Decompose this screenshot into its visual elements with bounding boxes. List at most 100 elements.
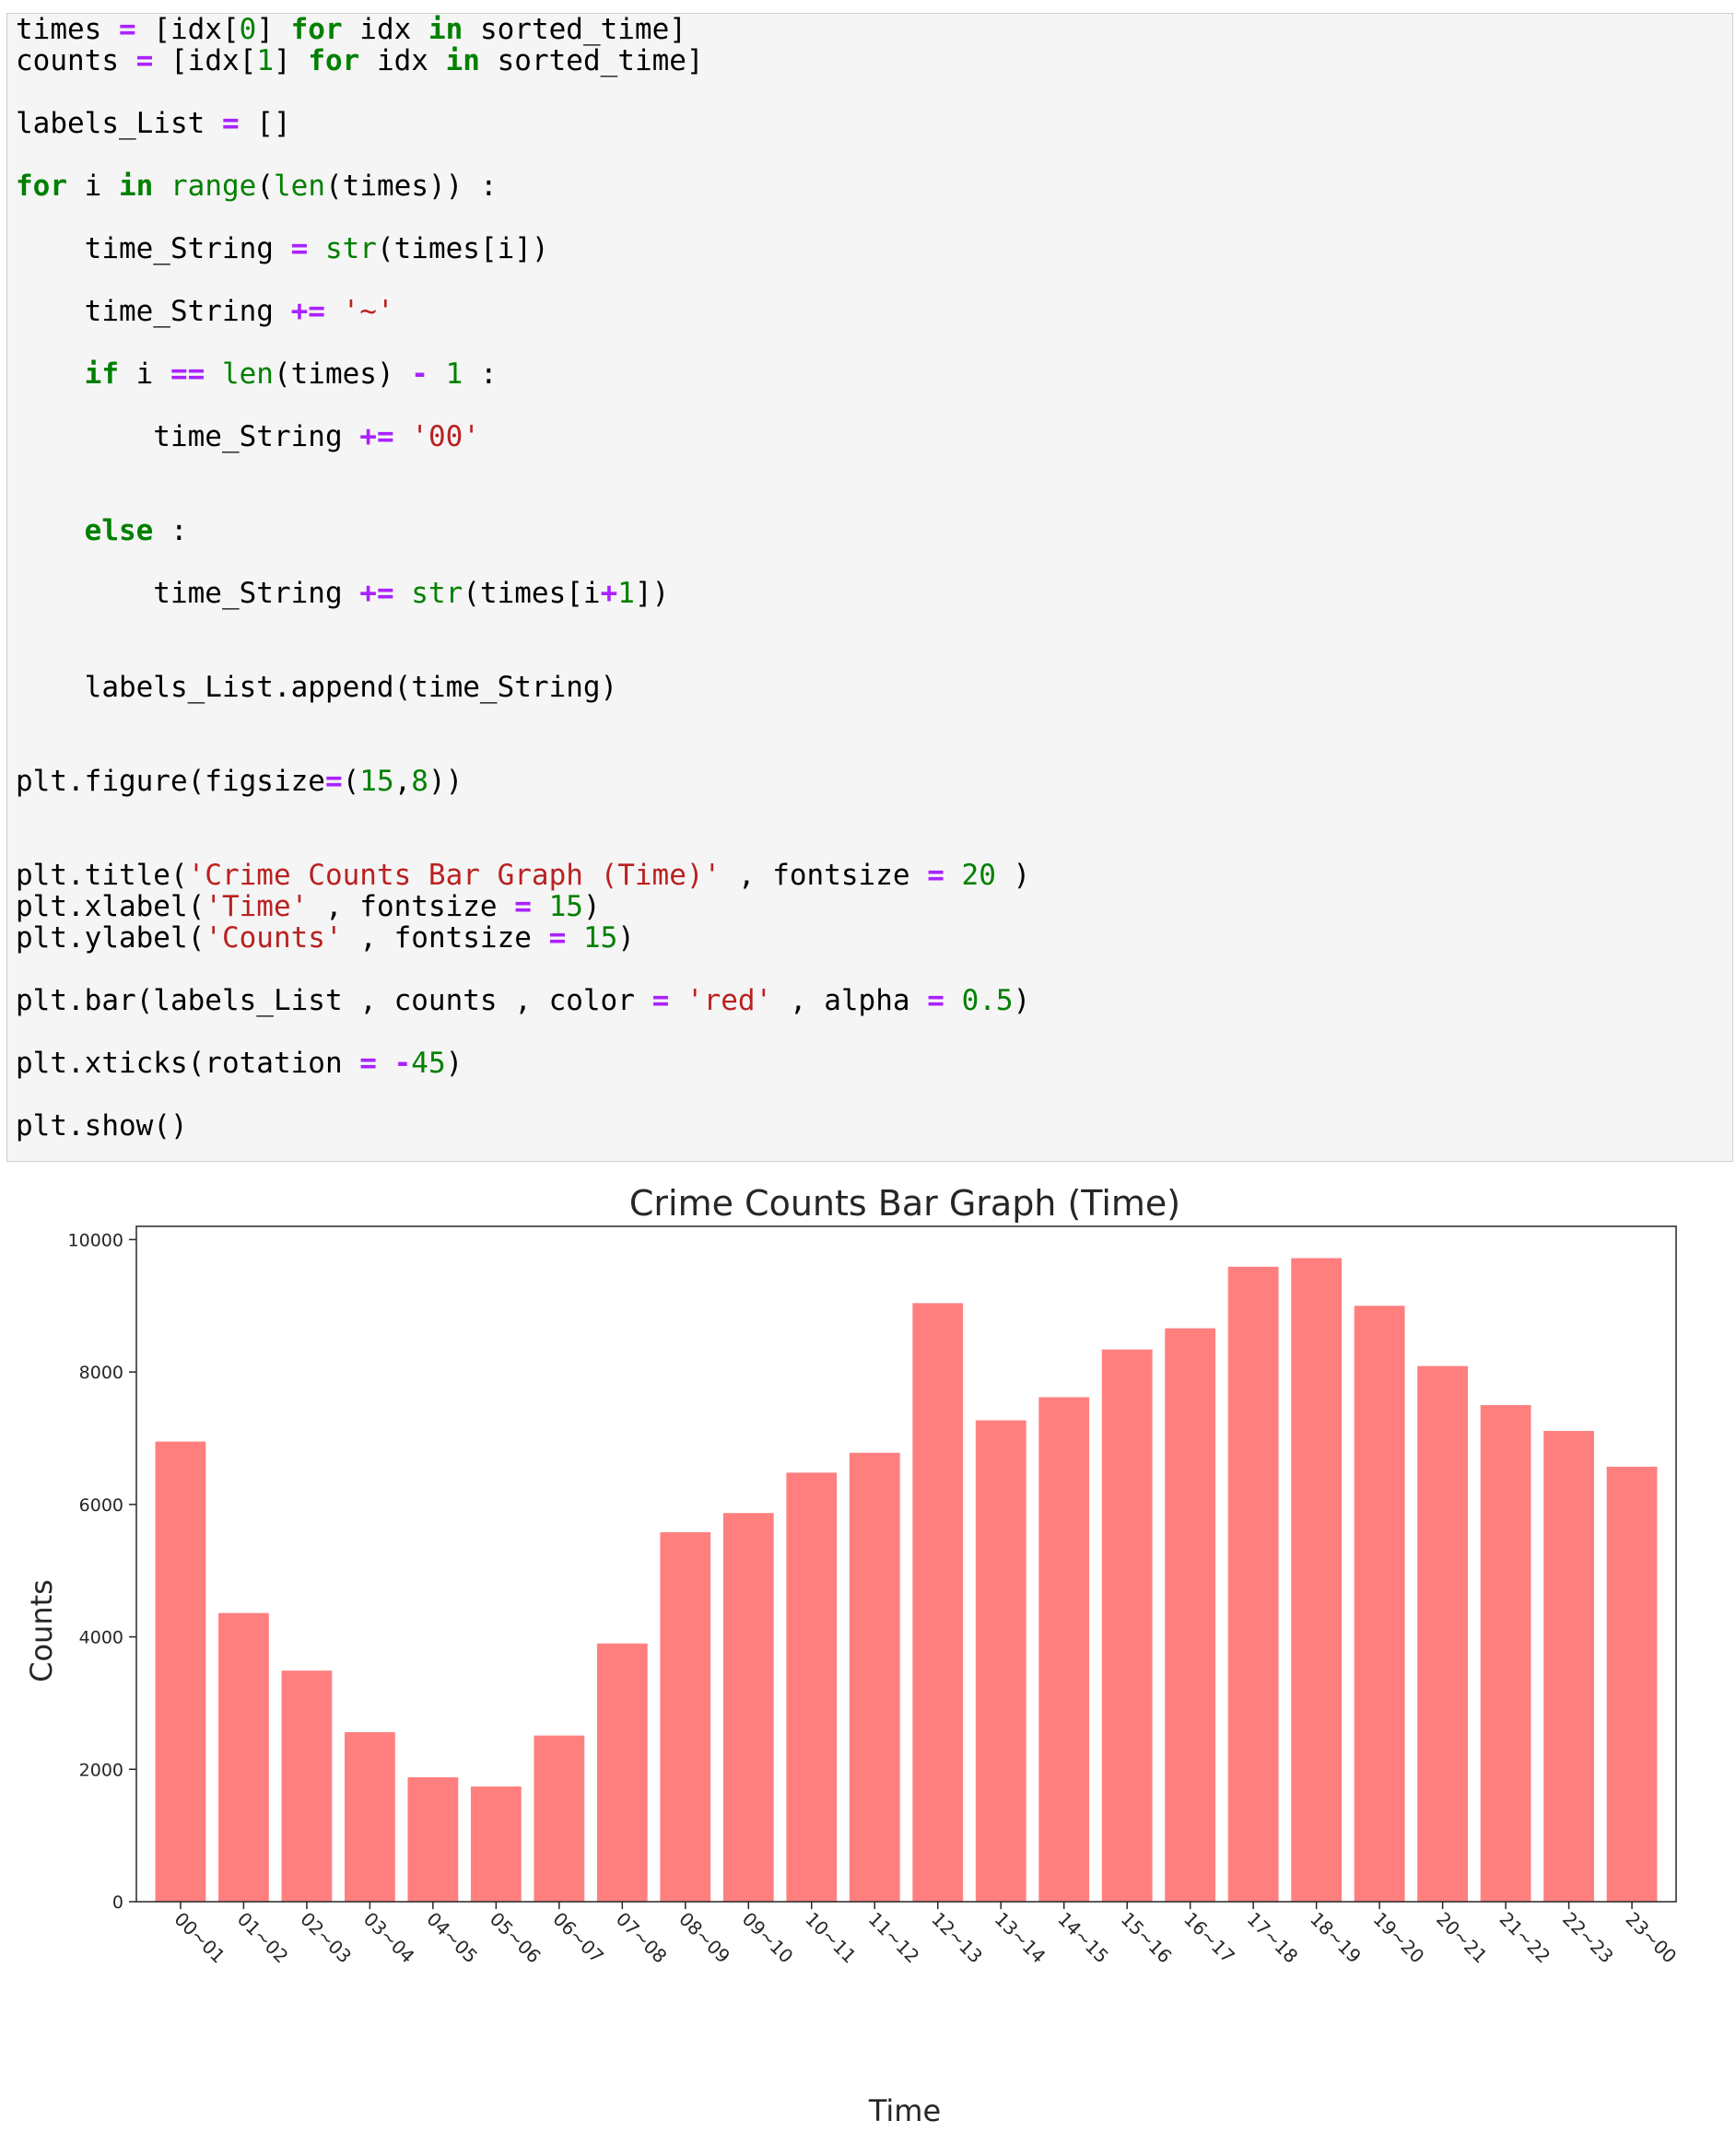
bar-14~15 (1038, 1397, 1090, 1902)
code-token: ) (582, 890, 601, 923)
bar-16~17 (1165, 1328, 1216, 1902)
code-token: = (135, 44, 154, 77)
x-tick-label: 21~22 (1496, 1908, 1555, 1968)
x-tick-label: 10~11 (801, 1908, 861, 1968)
bar-13~14 (975, 1420, 1026, 1902)
code-token: str (411, 577, 463, 610)
code-line: labels_List.append(time_String) (7, 672, 1030, 703)
code-token (153, 170, 170, 203)
code-token: 1 (256, 44, 274, 77)
code-line (7, 640, 1030, 672)
code-token: - (393, 1047, 412, 1080)
code-token: '~' (342, 295, 394, 328)
code-token: , alpha (772, 984, 928, 1017)
code-cell[interactable]: times = [idx[0] for idx in sorted_time] c… (6, 13, 1733, 1162)
code-token: ( (256, 170, 274, 203)
code-line: plt.title('Crime Counts Bar Graph (Time)… (7, 860, 1030, 891)
bar-18~19 (1291, 1258, 1343, 1902)
code-token: + (600, 577, 618, 610)
code-token: [idx[ (153, 44, 257, 77)
code-line: plt.xticks(rotation = -45) (7, 1048, 1030, 1079)
code-token: ] (273, 44, 309, 77)
x-axis-label: Time (868, 2093, 941, 2128)
code-token: , fontsize (308, 890, 515, 923)
y-tick-label: 2000 (79, 1760, 123, 1780)
bar-19~20 (1354, 1306, 1405, 1902)
code-token: = (514, 890, 532, 923)
code-token: : (463, 357, 498, 391)
x-tick-label: 17~18 (1243, 1908, 1303, 1968)
code-token: for (308, 44, 360, 77)
x-tick-label: 04~05 (422, 1908, 482, 1968)
code-token: time_String (16, 295, 291, 328)
y-axis-ticks: 0 2000 4000 6000 8000 10000 (68, 1230, 136, 1913)
x-tick-label: 11~12 (864, 1908, 924, 1968)
code-token: 15 (359, 765, 394, 798)
bar-15~16 (1101, 1349, 1153, 1902)
code-token: (times) (273, 357, 412, 391)
code-token: 'Time' (205, 890, 309, 923)
x-tick-label: 06~07 (548, 1908, 608, 1968)
x-tick-label: 23~00 (1622, 1908, 1682, 1968)
code-token: 8 (411, 765, 428, 798)
bar-11~12 (849, 1452, 900, 1902)
code-token (566, 921, 583, 955)
code-token: = (927, 984, 944, 1017)
code-token: = (651, 984, 670, 1017)
code-line (7, 139, 1030, 170)
code-token: counts (16, 44, 136, 77)
code-line (7, 954, 1030, 985)
code-line (7, 797, 1030, 828)
y-tick-label: 8000 (79, 1363, 123, 1383)
code-line: plt.figure(figsize=(15,8)) (7, 766, 1030, 797)
y-axis-label: Counts (24, 1579, 59, 1682)
code-token (16, 514, 85, 547)
code-token (532, 890, 549, 923)
code-token: (times[i]) (376, 232, 549, 265)
code-line (7, 734, 1030, 766)
bar-21~22 (1480, 1405, 1531, 1902)
code-token: ) (617, 921, 635, 955)
code-token (394, 577, 412, 610)
code-token: , fontsize (721, 859, 928, 892)
y-tick-label: 4000 (79, 1628, 123, 1648)
code-token: 20 (961, 859, 996, 892)
code-token: , fontsize (342, 921, 549, 955)
code-token: labels_List.append(time_String) (16, 671, 618, 704)
code-token: 1 (617, 577, 635, 610)
code-token: '00' (411, 420, 480, 453)
code-line (7, 264, 1030, 296)
code-token: = (118, 13, 136, 46)
x-tick-label: 20~21 (1432, 1908, 1492, 1968)
code-token: plt.bar(labels_List , counts , color (16, 984, 652, 1017)
code-token: 0 (239, 13, 257, 46)
code-token: 45 (411, 1047, 446, 1080)
code-line: plt.ylabel('Counts' , fontsize = 15) (7, 922, 1030, 954)
code-token: for (16, 170, 67, 203)
code-token: sorted_time] (463, 13, 686, 46)
code-block[interactable]: times = [idx[0] for idx in sorted_time] c… (7, 14, 1030, 1142)
code-token: ) (1013, 984, 1031, 1017)
code-token (205, 357, 222, 391)
code-line: if i == len(times) - 1 : (7, 358, 1030, 390)
code-line (7, 828, 1030, 860)
x-tick-label: 09~10 (738, 1908, 798, 1968)
code-token: in (428, 13, 463, 46)
code-token: 1 (445, 357, 463, 391)
code-token: )) (428, 765, 463, 798)
bar-08~09 (660, 1532, 711, 1902)
code-token: plt.figure(figsize (16, 765, 325, 798)
code-token (16, 357, 85, 391)
code-line: plt.show() (7, 1110, 1030, 1142)
code-token: - (411, 357, 428, 391)
y-tick-label: 10000 (68, 1230, 123, 1250)
code-token: plt.title( (16, 859, 188, 892)
code-line (7, 202, 1030, 233)
x-tick-label: 07~08 (612, 1908, 672, 1968)
x-tick-label: 15~16 (1117, 1908, 1177, 1968)
code-token: else (84, 514, 154, 547)
code-line (7, 609, 1030, 640)
bar-20~21 (1417, 1365, 1469, 1902)
code-token: += (290, 295, 325, 328)
x-tick-label: 16~17 (1179, 1908, 1239, 1968)
